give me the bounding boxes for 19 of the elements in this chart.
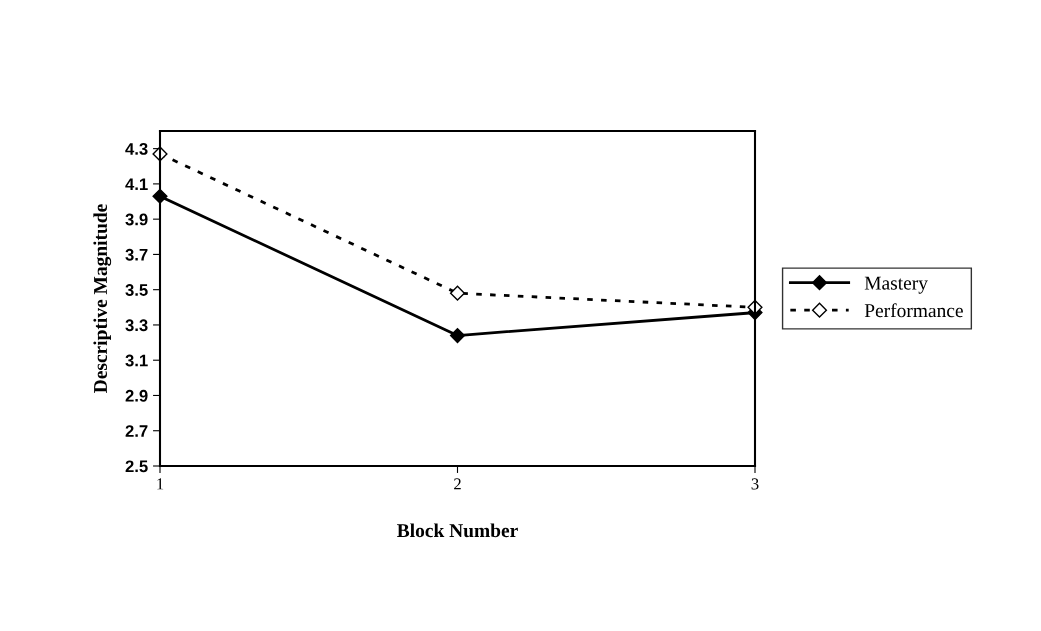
x-tick-label: 3 (751, 478, 759, 490)
x-tick-label: 2 (454, 478, 461, 490)
x-axis-title: Block Number (397, 523, 518, 538)
y-tick-label: 3.7 (125, 248, 148, 261)
point (449, 285, 466, 301)
legend-label: Mastery (864, 276, 928, 294)
y-tick-label: 4.1 (125, 178, 148, 190)
y-tick-label: 3.5 (125, 284, 148, 296)
y-tick-label: 2.9 (125, 389, 148, 402)
y-tick-label: 4.3 (125, 143, 148, 155)
legend-label: Performance (864, 303, 963, 318)
y-axis-title: Descriptive Magnitude (93, 204, 112, 393)
point (449, 327, 466, 344)
y-tick-label: 3.1 (125, 354, 148, 367)
y-tick-label: 3.9 (125, 213, 148, 226)
y-tick-label: 3.3 (125, 319, 148, 332)
y-tick-label: 2.5 (125, 460, 148, 473)
x-tick-label: 1 (157, 478, 164, 490)
y-tick-label: 2.7 (125, 425, 148, 437)
